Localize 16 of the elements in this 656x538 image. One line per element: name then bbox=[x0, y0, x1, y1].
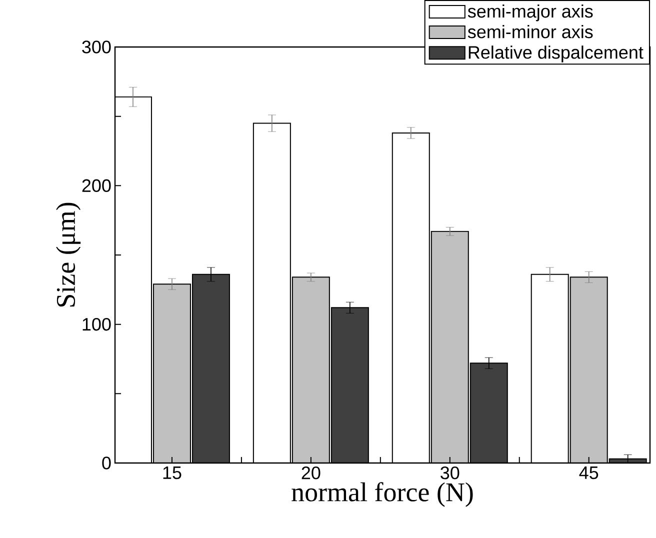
y-axis-title: Size (μm) bbox=[56, 202, 81, 307]
bar bbox=[192, 274, 230, 463]
y-tick-label: 0 bbox=[102, 456, 111, 470]
y-tick-label: 200 bbox=[82, 179, 111, 192]
y-tick-label: 100 bbox=[82, 318, 111, 331]
legend-label: Relative dispalcement bbox=[468, 46, 644, 62]
x-tick-label: 45 bbox=[579, 466, 598, 480]
x-axis-title: normal force (N) bbox=[292, 482, 473, 507]
x-tick-label: 30 bbox=[440, 466, 460, 480]
x-tick-label: 15 bbox=[163, 466, 182, 480]
bar bbox=[330, 307, 369, 463]
legend-label: semi-minor axis bbox=[468, 25, 593, 38]
y-tick-label: 300 bbox=[82, 40, 111, 54]
legend-label: semi-major axis bbox=[468, 4, 593, 22]
x-tick-label: 20 bbox=[302, 466, 320, 480]
bar bbox=[470, 362, 508, 463]
